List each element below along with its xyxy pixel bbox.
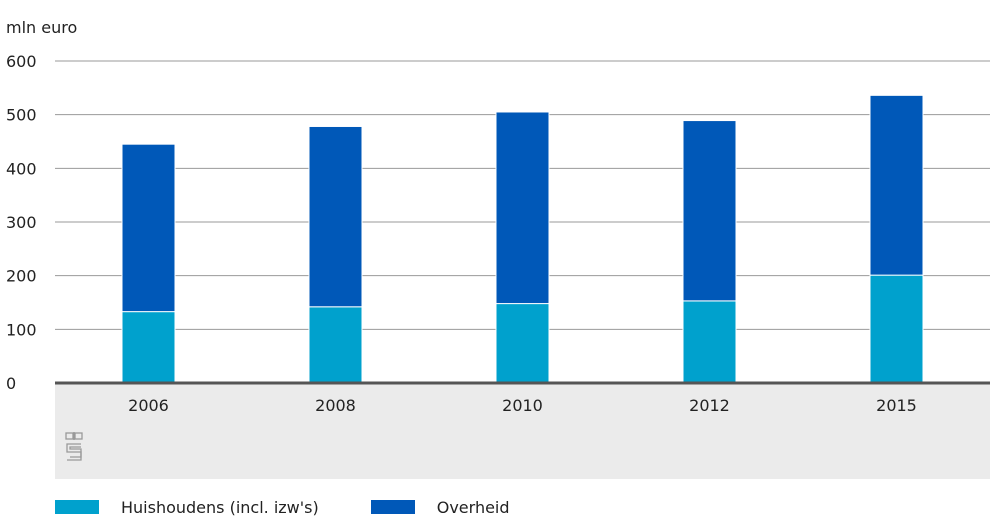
x-tick-label-2006: 2006 (128, 396, 169, 415)
legend-label-overheid: Overheid (436, 497, 510, 517)
legend-label-huishoudens: Huishoudens (incl. izw's) (121, 497, 319, 517)
bar-2015-series-1 (869, 94, 924, 276)
bar-2012-series-0 (682, 300, 737, 384)
y-tick-label-0: 0 (6, 374, 16, 393)
bar-2010-series-0 (495, 303, 550, 384)
y-tick-label-600: 600 (6, 52, 37, 71)
y-tick-label-400: 400 (6, 159, 37, 178)
y-axis-label: mln euro (6, 18, 77, 37)
x-tick-label-2012: 2012 (689, 396, 730, 415)
bar-2008-series-0 (308, 306, 363, 384)
legend-swatch-huishoudens (55, 500, 99, 514)
bar-2006-series-0 (121, 311, 176, 384)
x-tick-label-2015: 2015 (876, 396, 917, 415)
bar-2008-series-1 (308, 125, 363, 308)
y-tick-labels: 0 100 200 300 400 500 600 (6, 52, 37, 393)
legend-item-huishoudens: Huishoudens (incl. izw's) (55, 498, 319, 517)
y-tick-label-200: 200 (6, 267, 37, 286)
bar-2006-series-1 (121, 143, 176, 313)
x-tick-label-2010: 2010 (502, 396, 543, 415)
legend-swatch-overheid (370, 500, 415, 514)
legend-item-overheid: Overheid (370, 497, 510, 517)
bar-2010-series-1 (495, 111, 550, 305)
y-tick-label-500: 500 (6, 106, 37, 125)
y-tick-label-300: 300 (6, 213, 37, 232)
x-tick-label-2008: 2008 (315, 396, 356, 415)
cbs-logo-icon (65, 432, 83, 461)
x-axis-band (55, 383, 990, 479)
bars (121, 94, 924, 384)
bar-2015-series-0 (869, 274, 924, 384)
y-tick-label-100: 100 (6, 320, 37, 339)
legend: Huishoudens (incl. izw's) Overheid (55, 497, 562, 517)
x-tick-labels: 2006 2008 2010 2012 2015 (128, 396, 917, 415)
bar-2012-series-1 (682, 120, 737, 302)
